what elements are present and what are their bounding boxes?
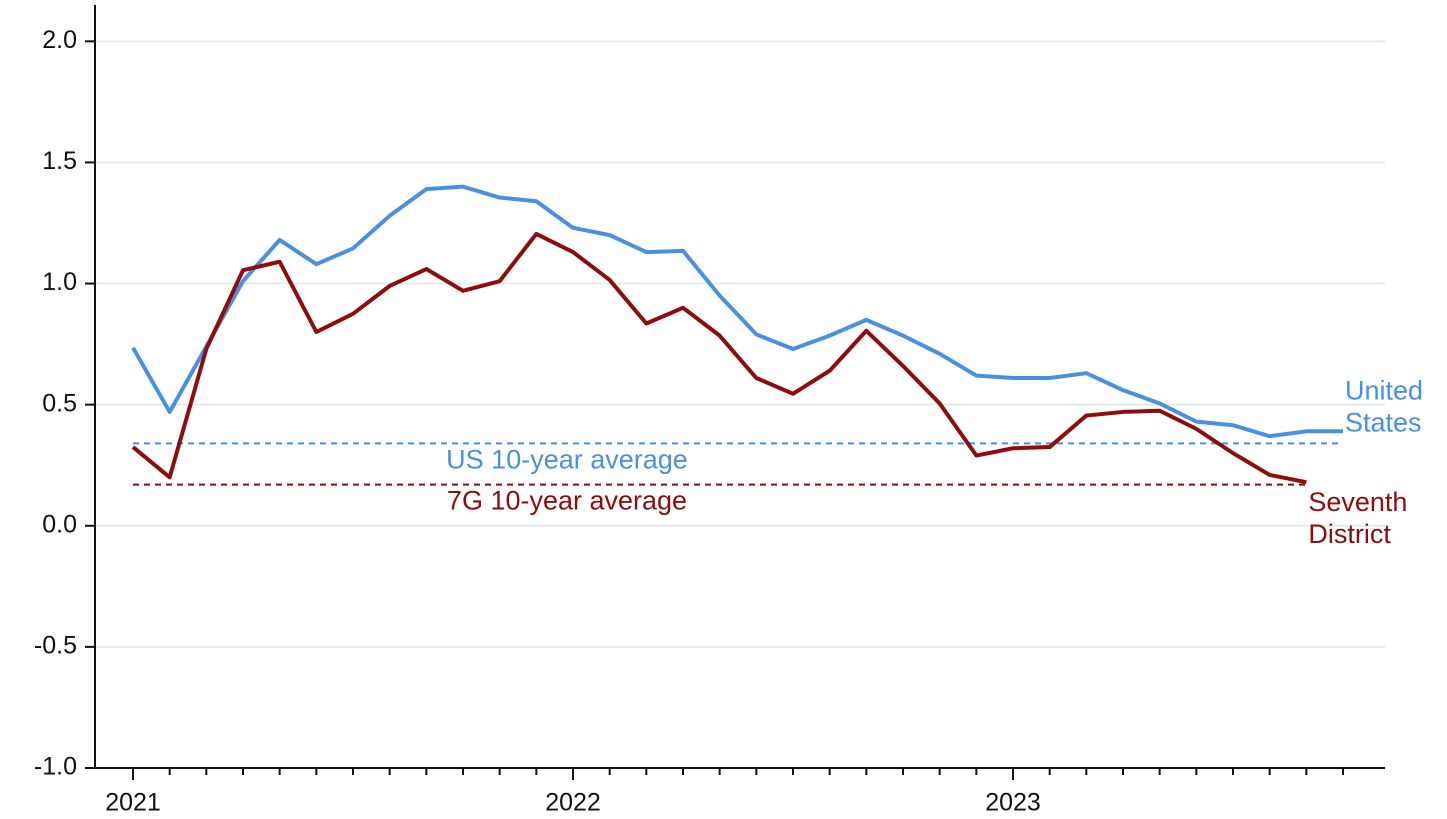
y-tick-label: 2.0 [42,26,77,54]
y-tick-label: -0.5 [34,631,77,659]
x-tick-label: 2023 [985,789,1041,817]
series-line [131,231,1307,485]
y-tick-label: 1.5 [42,147,77,175]
series-line [131,184,1343,439]
y-tick-label: 1.0 [42,268,77,296]
series-label: Seventh District [1308,487,1407,549]
reference-label: 7G 10-year average [447,486,687,516]
y-tick-label: -1.0 [34,753,77,781]
x-tick-label: 2021 [105,789,161,817]
y-tick-label: 0.0 [42,510,77,538]
series-label: United States [1345,375,1423,437]
reference-label: US 10-year average [446,445,688,475]
y-tick-label: 0.5 [42,389,77,417]
x-tick-label: 2022 [545,789,601,817]
